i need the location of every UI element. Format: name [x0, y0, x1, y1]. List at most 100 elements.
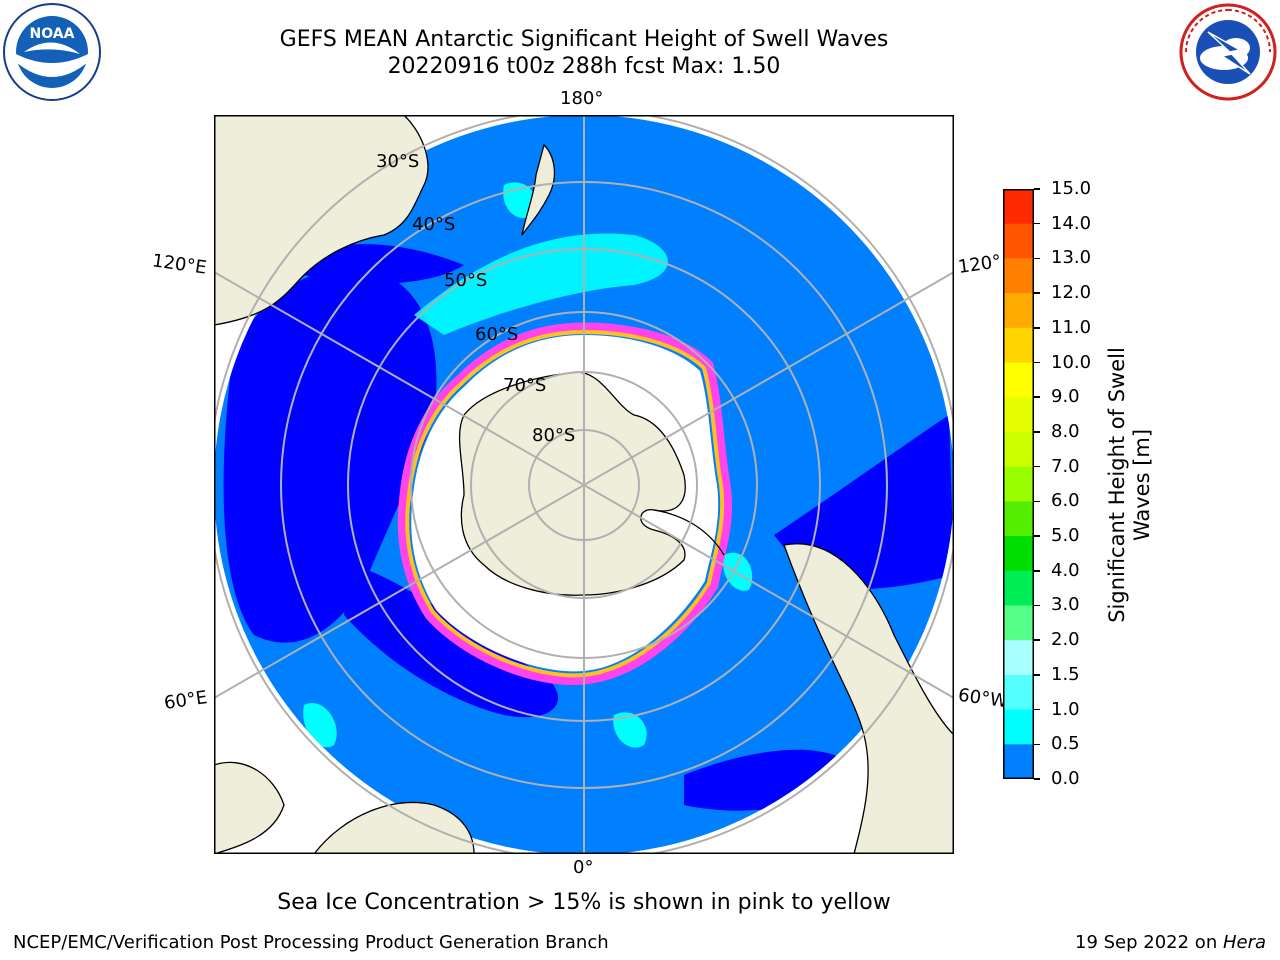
- colorbar-band: [1003, 744, 1034, 780]
- colorbar-tick-mark: [1034, 639, 1040, 641]
- colorbar-border: [1003, 189, 1034, 779]
- footer-machine: Hera: [1222, 932, 1266, 953]
- higher-swell-region: [723, 552, 753, 591]
- landmass-sw: [214, 761, 285, 854]
- colorbar-band: [1003, 709, 1034, 745]
- low-swell-region: [774, 415, 954, 590]
- footer-date-text: 19 Sep 2022 on: [1075, 932, 1223, 953]
- colorbar-scale: [1003, 189, 1034, 780]
- antarctic-peninsula-coast: [653, 509, 725, 556]
- colorbar-tick-mark: [1034, 257, 1040, 260]
- colorbar-tick-label: 15.0: [1051, 178, 1092, 199]
- colorbar-tick-label: 12.0: [1051, 282, 1092, 304]
- noaa-logo: NOAA: [2, 2, 102, 102]
- colorbar-tick-mark: [1034, 292, 1040, 294]
- lon-label-180: 180°: [560, 88, 604, 109]
- colorbar-tick-label: 11.0: [1051, 316, 1092, 338]
- colorbar-band: [1003, 431, 1034, 468]
- colorbar: [1003, 189, 1034, 780]
- low-swell-region: [304, 244, 464, 284]
- colorbar-tick-label: 5.0: [1051, 525, 1080, 547]
- lat-label-60s: 60°S: [475, 324, 518, 345]
- lat-label-30s: 30°S: [376, 151, 419, 172]
- colorbar-tick-mark: [1034, 188, 1040, 190]
- colorbar-tick-label: 7.0: [1051, 455, 1080, 477]
- map-border: [214, 115, 954, 854]
- colorbar-tick-label: 0.0: [1051, 768, 1080, 789]
- colorbar-band: [1003, 536, 1034, 572]
- graticule: [214, 115, 954, 854]
- colorbar-band: [1003, 570, 1034, 606]
- higher-swell-region: [414, 233, 668, 335]
- colorbar-band: [1003, 258, 1034, 294]
- lat-label-70s: 70°S: [503, 375, 546, 396]
- colorbar-tick-label: 1.0: [1051, 698, 1080, 720]
- footer-credit: NCEP/EMC/Verification Post Processing Pr…: [13, 932, 609, 953]
- colorbar-tick-mark: [1034, 396, 1040, 398]
- higher-swell-region: [613, 712, 647, 748]
- colorbar-band: [1003, 189, 1034, 225]
- footer-date: 19 Sep 2022 on Hera: [1075, 932, 1266, 953]
- colorbar-tick-label: 0.5: [1051, 733, 1080, 755]
- colorbar-tick-label: 4.0: [1051, 559, 1080, 581]
- lat-label-50s: 50°S: [444, 270, 487, 291]
- colorbar-band: [1003, 362, 1034, 398]
- colorbar-tick-mark: [1034, 570, 1040, 572]
- sea-ice-edge-inner: [405, 329, 725, 678]
- africa-landmass: [313, 801, 475, 854]
- colorbar-tick-mark: [1034, 708, 1040, 711]
- colorbar-tick-label: 13.0: [1051, 247, 1092, 269]
- colorbar-tick-label: 6.0: [1051, 490, 1080, 512]
- colorbar-tick-label: 8.0: [1051, 420, 1080, 442]
- colorbar-tick-mark: [1034, 778, 1040, 780]
- lon-label-60e: 60°E: [162, 687, 209, 714]
- colorbar-tick-mark: [1034, 743, 1040, 746]
- australia-landmass: [214, 115, 429, 326]
- colorbar-tick-label: 9.0: [1051, 386, 1080, 408]
- colorbar-band: [1003, 605, 1034, 641]
- colorbar-tick-label: 2.0: [1051, 629, 1080, 651]
- meridian-60e-120w: [214, 271, 954, 699]
- colorbar-tick-label: 1.5: [1051, 663, 1080, 685]
- colorbar-tick-mark: [1034, 535, 1040, 537]
- colorbar-tick-mark: [1034, 431, 1040, 433]
- polar-map: 30°S 40°S 50°S 60°S 70°S 80°S: [214, 115, 954, 854]
- chart-title: GEFS MEAN Antarctic Significant Height o…: [279, 27, 889, 52]
- colorbar-label-line1: Significant Height of Swell: [1105, 347, 1129, 623]
- colorbar-band: [1003, 466, 1034, 502]
- antarctica-landmass: [458, 371, 686, 596]
- colorbar-tick-mark: [1034, 465, 1040, 468]
- colorbar-tick-mark: [1034, 674, 1040, 676]
- nws-emblem-icon: [1179, 3, 1277, 101]
- colorbar-tick-label: 14.0: [1051, 212, 1092, 234]
- sea-ice-note: Sea Ice Concentration > 15% is shown in …: [277, 890, 891, 915]
- new-zealand-landmass: [521, 143, 556, 236]
- colorbar-label: Significant Height of Swell Waves [m]: [1105, 347, 1155, 623]
- lat-label-80s: 80°S: [532, 425, 575, 446]
- colorbar-band: [1003, 293, 1034, 329]
- colorbar-tick-mark: [1034, 222, 1040, 225]
- colorbar-label-line2: Waves [m]: [1130, 428, 1154, 542]
- colorbar-band: [1003, 674, 1034, 711]
- lon-label-0: 0°: [573, 857, 594, 878]
- lat-label-40s: 40°S: [412, 214, 455, 235]
- map-canvas: 30°S 40°S 50°S 60°S 70°S 80°S: [214, 115, 954, 854]
- lon-label-120e: 120°E: [150, 250, 208, 279]
- colorbar-tick-label: 10.0: [1051, 351, 1092, 373]
- noaa-emblem-icon: NOAA: [3, 3, 101, 101]
- colorbar-tick-mark: [1034, 500, 1040, 503]
- colorbar-band: [1003, 327, 1034, 364]
- colorbar-band: [1003, 640, 1034, 676]
- colorbar-band: [1003, 397, 1034, 433]
- nws-logo: [1178, 2, 1278, 102]
- colorbar-tick-mark: [1034, 604, 1040, 607]
- lon-label-120w: 120°: [956, 251, 1003, 278]
- colorbar-tick-label: 3.0: [1051, 594, 1080, 616]
- lon-label-60w: 60°W: [956, 684, 1009, 713]
- colorbar-tick-mark: [1034, 327, 1040, 329]
- noaa-logo-text: NOAA: [30, 26, 75, 42]
- colorbar-tick-mark: [1034, 361, 1040, 364]
- chart-subtitle: 20220916 t00z 288h fcst Max: 1.50: [387, 54, 781, 79]
- colorbar-band: [1003, 223, 1034, 259]
- colorbar-band: [1003, 501, 1034, 537]
